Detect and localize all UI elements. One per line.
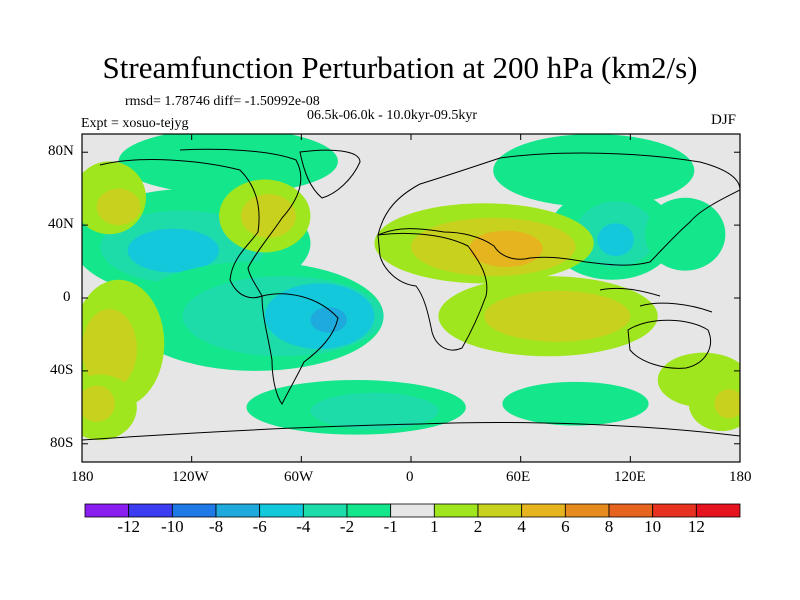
colorbar-swatch-4 bbox=[259, 503, 304, 518]
contour-region-24 bbox=[484, 290, 631, 342]
colorbar-label-3: -6 bbox=[252, 517, 267, 536]
colorbar-swatch-1 bbox=[128, 503, 173, 518]
colorbar-swatch-6 bbox=[346, 503, 392, 518]
chart-title: Streamfunction Perturbation at 200 hPa (… bbox=[102, 50, 698, 85]
contour-region-11 bbox=[597, 223, 634, 257]
colorbar-label-11: 8 bbox=[604, 517, 614, 536]
experiment-line: Expt = xosuo-tejyg bbox=[81, 116, 189, 131]
contour-region-14 bbox=[310, 392, 439, 430]
colorbar-label-5: -2 bbox=[339, 517, 355, 536]
colorbar-label-9: 4 bbox=[517, 517, 526, 536]
x-tick-120w: 120W bbox=[172, 469, 209, 485]
colorbar-label-1: -10 bbox=[160, 517, 184, 536]
coastline-eurasia bbox=[377, 152, 740, 266]
coastline-greenland bbox=[299, 149, 361, 199]
colorbar-label-13: 12 bbox=[687, 517, 705, 536]
colorbar-swatch-5 bbox=[302, 503, 348, 518]
coastline-antarctica bbox=[82, 422, 740, 441]
colorbar-label-10: 6 bbox=[561, 517, 570, 536]
coastline-indonesia bbox=[599, 287, 713, 313]
x-tick-180w: 180 bbox=[71, 469, 94, 485]
contour-region-8 bbox=[493, 134, 695, 207]
colorbar-label-2: -8 bbox=[208, 517, 224, 536]
y-tick-80n: 80N bbox=[48, 143, 74, 159]
colorbar-swatch-3 bbox=[215, 503, 261, 518]
y-tick-40s: 40S bbox=[50, 362, 74, 378]
y-tick-0: 0 bbox=[63, 289, 71, 305]
contour-region-15 bbox=[502, 381, 649, 426]
period-line: 06.5k-06.0k - 10.0kyr-09.5kyr bbox=[307, 108, 478, 123]
colorbar-swatch-9 bbox=[477, 503, 523, 518]
coastline-south-america bbox=[261, 293, 339, 405]
stats-line: rmsd= 1.78746 diff= -1.50992e-08 bbox=[125, 94, 320, 109]
contour-region-31 bbox=[714, 389, 740, 419]
coastline-australia bbox=[627, 319, 711, 369]
colorbar-label-8: 2 bbox=[473, 517, 483, 536]
colorbar-label-6: -1 bbox=[383, 517, 398, 536]
contour-region-7 bbox=[118, 134, 338, 195]
contour-region-19 bbox=[241, 194, 296, 238]
coastline-africa bbox=[377, 232, 488, 351]
contour-region-17 bbox=[96, 188, 141, 226]
colorbar-swatch-14 bbox=[695, 503, 741, 518]
contour-region-26 bbox=[82, 308, 137, 390]
contour-region-12 bbox=[644, 197, 726, 271]
x-tick-120e: 120E bbox=[614, 469, 646, 485]
colorbar-swatch-10 bbox=[521, 503, 566, 518]
colorbar-swatch-7 bbox=[390, 503, 435, 518]
colorbar-label-4: -4 bbox=[296, 517, 311, 536]
y-tick-80s: 80S bbox=[50, 435, 74, 451]
contour-region-2 bbox=[127, 228, 220, 273]
y-tick-40n: 40N bbox=[48, 216, 74, 232]
season-label: DJF bbox=[711, 112, 737, 128]
contour-region-22 bbox=[469, 230, 543, 268]
colorbar-swatch-8 bbox=[433, 503, 479, 518]
contour-region-29 bbox=[82, 385, 115, 422]
colorbar-swatch-2 bbox=[171, 503, 217, 518]
colorbar-label-7: 1 bbox=[430, 517, 439, 536]
colorbar-swatch-12 bbox=[608, 503, 654, 518]
x-tick-60w: 60W bbox=[284, 469, 314, 485]
colorbar-swatch-13 bbox=[652, 503, 697, 518]
colorbar-label-0: -12 bbox=[117, 517, 140, 536]
colorbar-swatch-11 bbox=[564, 503, 610, 518]
colorbar-label-12: 10 bbox=[644, 517, 662, 536]
contour-region-6 bbox=[310, 307, 348, 333]
colorbar-swatch-0 bbox=[84, 503, 130, 518]
x-tick-60e: 60E bbox=[506, 469, 531, 485]
x-tick-0: 0 bbox=[406, 469, 414, 485]
x-tick-180e: 180 bbox=[729, 469, 752, 485]
